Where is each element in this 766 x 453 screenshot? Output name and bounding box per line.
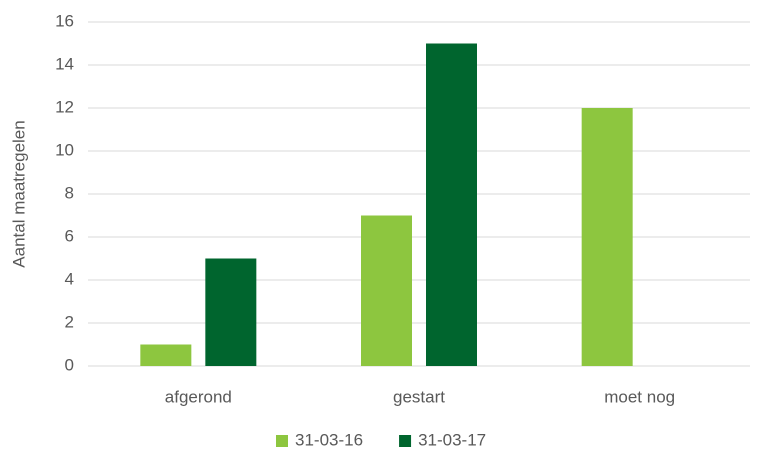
- legend-swatch: [399, 435, 412, 447]
- y-tick-label: 10: [55, 140, 74, 159]
- bar: [426, 43, 477, 366]
- y-tick-label: 0: [65, 355, 74, 374]
- y-tick-label: 14: [55, 54, 74, 73]
- y-tick-label: 4: [65, 269, 74, 288]
- bar: [140, 344, 192, 366]
- x-tick-label: afgerond: [165, 387, 232, 406]
- bar: [205, 258, 257, 366]
- y-tick-label: 2: [65, 312, 74, 331]
- legend-label: 31-03-16: [295, 430, 363, 449]
- y-tick-label: 16: [55, 11, 74, 30]
- y-tick-label: 8: [65, 183, 74, 202]
- y-tick-label: 6: [65, 226, 74, 245]
- bar: [361, 215, 412, 366]
- x-tick-label: gestart: [393, 387, 445, 406]
- legend-swatch: [276, 435, 288, 447]
- bar: [581, 108, 633, 366]
- y-axis-label: Aantal maatregelen: [9, 120, 28, 267]
- legend-label: 31-03-17: [418, 430, 486, 449]
- x-tick-label: moet nog: [604, 387, 675, 406]
- y-tick-label: 12: [55, 97, 74, 116]
